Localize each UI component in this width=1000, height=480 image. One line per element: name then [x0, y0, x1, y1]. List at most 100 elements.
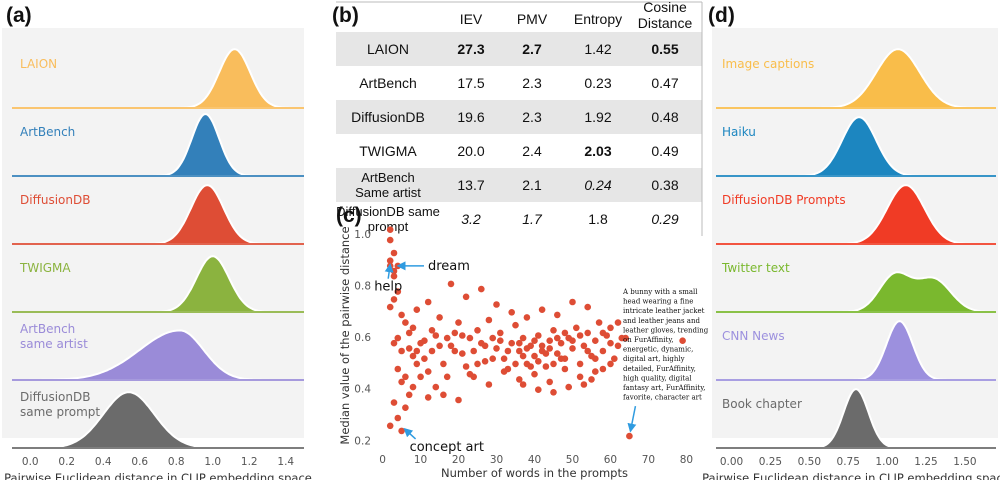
long-prompt-line: energetic, dynamic, — [623, 346, 693, 354]
column-header: Entropy — [574, 11, 622, 27]
scatter-point — [451, 329, 459, 337]
long-prompt-line: on FurAffinity, — [623, 336, 674, 344]
table-cell: 2.1 — [522, 177, 542, 193]
scatter-point — [489, 334, 497, 342]
scatter-point — [508, 339, 515, 347]
table-cell: 17.5 — [457, 75, 484, 91]
scatter-point — [611, 355, 618, 363]
scatter-point — [409, 383, 417, 391]
x-tick-label: 0.50 — [798, 456, 821, 468]
scatter-point — [424, 394, 432, 401]
scatter-point — [398, 311, 405, 319]
y-tick-label: 0.4 — [354, 384, 371, 396]
scatter-point — [394, 334, 402, 342]
row-stripe — [336, 32, 702, 66]
scatter-point — [519, 334, 527, 342]
annotation-arrow-concept-art — [403, 427, 417, 440]
scatter-point — [557, 355, 565, 363]
scatter-point — [569, 337, 576, 345]
x-tick-label: 40 — [528, 454, 541, 466]
scatter-point — [523, 314, 531, 321]
scatter-point — [569, 298, 576, 306]
scatter-point — [546, 378, 553, 386]
series-label-haiku: Haiku — [722, 125, 756, 139]
long-prompt-line: favorite, character art — [623, 394, 702, 402]
scatter-point — [386, 236, 394, 244]
table-cell: 0.38 — [651, 177, 678, 193]
scatter-point — [592, 337, 599, 345]
scatter-point — [550, 389, 557, 396]
table-cell: 2.4 — [522, 143, 542, 159]
series-label-twigma: TWIGMA — [19, 261, 71, 275]
scatter-point — [489, 355, 497, 363]
ridgeline-chart-d: Image captions Haiku DiffusionDB Prompts Tw… — [702, 28, 1000, 480]
row-name: ArtBench — [359, 75, 417, 91]
scatter-point — [580, 381, 588, 388]
table-cell: 0.49 — [651, 143, 678, 159]
row-name: prompt — [368, 219, 409, 234]
long-prompt-line: digital art, highly — [623, 355, 685, 363]
scatter-point — [554, 334, 561, 342]
scatter-point — [428, 347, 436, 355]
x-axis-title: Number of words in the prompts — [441, 466, 628, 480]
scatter-point — [413, 360, 421, 368]
x-tick-label: 0.0 — [22, 456, 39, 468]
scatter-point — [550, 360, 557, 368]
table-cell: 0.55 — [651, 41, 678, 57]
y-tick-label: 0.2 — [354, 435, 371, 447]
panel-letter-b: (b) — [332, 4, 359, 27]
table-cell: 19.6 — [457, 109, 484, 125]
scatter-point — [516, 347, 523, 355]
scatter-point — [546, 345, 553, 352]
scatter-point — [394, 288, 402, 295]
x-tick-label: 60 — [604, 454, 617, 466]
scatter-point — [481, 358, 489, 365]
scatter-point — [462, 363, 470, 370]
series-label-image-captions: Image captions — [722, 57, 814, 71]
row-name: ArtBench — [361, 170, 414, 185]
scatter-point — [614, 319, 622, 326]
y-tick-label: 0.8 — [354, 280, 371, 292]
scatter-point — [443, 373, 451, 381]
scatter-point — [474, 360, 481, 368]
scatter-point — [538, 306, 546, 314]
column-header: PMV — [517, 11, 548, 27]
scatter-point — [398, 427, 405, 435]
scatter-point — [436, 314, 443, 321]
scatter-point — [402, 404, 409, 412]
scatter-point — [474, 327, 481, 334]
scatter-point — [584, 303, 591, 311]
scatter-point — [679, 337, 686, 345]
series-label-diffusiondb-same-prompt: same prompt — [20, 405, 100, 419]
scatter-point — [576, 373, 584, 381]
scatter-point — [402, 373, 409, 381]
scatter-point — [599, 347, 607, 355]
scatter-point — [478, 285, 485, 293]
x-tick-label: 1.2 — [241, 456, 258, 468]
scatter-point — [516, 376, 523, 383]
scatter-point — [512, 321, 519, 329]
x-tick-label: 0.75 — [837, 456, 860, 468]
x-tick-label: 0 — [379, 454, 386, 466]
scatter-point — [447, 280, 455, 288]
x-tick-label: 70 — [642, 454, 655, 466]
scatter-point — [390, 339, 398, 347]
scatter-point — [432, 332, 440, 339]
scatter-point — [588, 376, 595, 383]
long-prompt-line: intricate leather jacket — [623, 307, 705, 315]
panel-d-background — [712, 28, 998, 438]
scatter-point — [599, 365, 607, 373]
table-cell: 0.24 — [584, 177, 611, 193]
ridgeline-chart-a: LAIONArtBenchDiffusionDBTWIGMAArtBenchsa… — [2, 28, 312, 480]
series-label-artbench: ArtBench — [20, 125, 75, 139]
scatter-point — [595, 319, 603, 326]
scatter-point — [398, 378, 405, 386]
annotation-arrow-help — [384, 263, 394, 279]
x-tick-label: 1.25 — [914, 456, 937, 468]
scatter-point — [504, 347, 512, 355]
scatter-point — [531, 337, 538, 345]
x-tick-label: 30 — [490, 454, 503, 466]
scatter-chart-c: 0 10 20 30 40 50 60 70 80 0.2 0.4 0.6 0.8 1.0 Number o… — [338, 226, 709, 480]
scatter-point — [405, 345, 413, 352]
